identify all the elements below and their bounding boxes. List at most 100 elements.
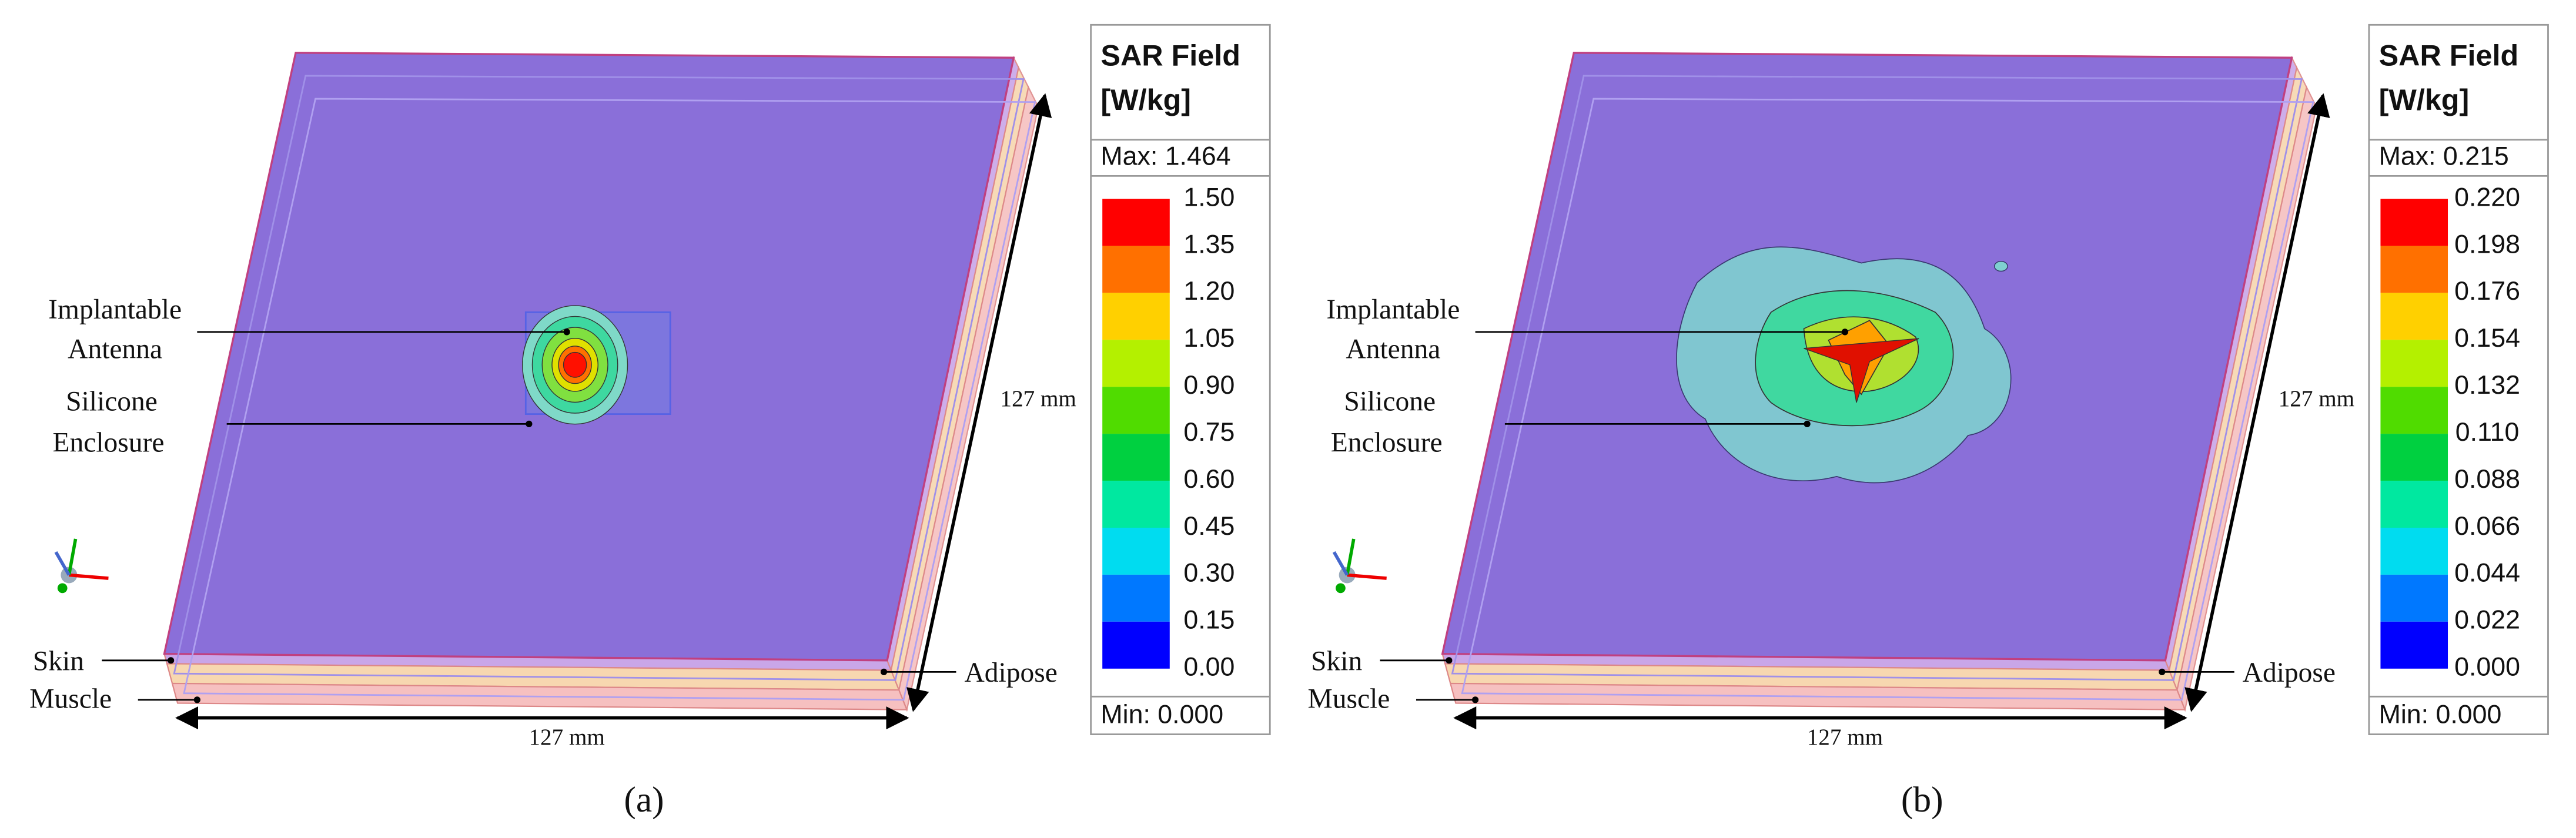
legend-title: [W/kg] — [1100, 83, 1191, 116]
axis-triad — [54, 551, 71, 576]
legend-tick-label: 1.20 — [1183, 277, 1235, 306]
caption: (a) — [624, 780, 664, 820]
legend-tick-label: 0.000 — [2454, 653, 2520, 682]
legend-tick-label: 0.220 — [2454, 183, 2520, 212]
label-antenna: Implantable — [1326, 294, 1460, 325]
color-band — [2380, 246, 2448, 293]
label-depth: 127 mm — [1001, 386, 1076, 411]
legend-tick-label: 0.176 — [2454, 277, 2520, 306]
label-adipose: Adipose — [2243, 658, 2336, 688]
legend-tick-label: 0.132 — [2454, 371, 2520, 400]
label-width: 127 mm — [1807, 725, 1883, 750]
color-band — [2380, 387, 2448, 434]
color-band — [2380, 528, 2448, 575]
label-skin: Skin — [33, 646, 84, 676]
dimension-arrow — [906, 93, 1052, 712]
legend-tick-label: 0.022 — [2454, 606, 2520, 635]
leader-dot — [193, 696, 200, 703]
sar-contour — [563, 351, 587, 378]
legend-min: Min: 0.000 — [1100, 700, 1223, 729]
label-enclosure: Enclosure — [52, 428, 164, 458]
legend-tick-label: 1.35 — [1183, 230, 1235, 259]
leader-dot — [563, 329, 570, 336]
legend-tick-label: 0.154 — [2454, 324, 2520, 353]
legend-tick-label: 1.05 — [1183, 324, 1235, 353]
leader-dot — [1804, 420, 1811, 427]
label-antenna: Antenna — [68, 334, 162, 364]
legend-tick-label: 0.90 — [1183, 371, 1235, 400]
color-band — [1102, 387, 1170, 434]
label-enclosure: Silicone — [66, 387, 158, 417]
color-band — [2380, 340, 2448, 387]
color-band — [1102, 528, 1170, 575]
color-band — [1102, 199, 1170, 246]
axis-triad — [1347, 573, 1387, 580]
leader-dot — [2159, 668, 2166, 675]
color-band — [2380, 481, 2448, 528]
slab-inner-edge — [1461, 98, 2314, 701]
axis-triad — [1332, 551, 1349, 576]
sar-contour — [1993, 261, 2008, 272]
label-muscle: Muscle — [29, 684, 112, 715]
axis-triad — [69, 573, 109, 580]
color-band — [2380, 199, 2448, 246]
legend-tick-label: 1.50 — [1183, 183, 1235, 212]
legend-tick-label: 0.088 — [2454, 465, 2520, 494]
label-adipose: Adipose — [964, 658, 1057, 688]
legend-tick-label: 0.00 — [1183, 653, 1235, 682]
legend-tick-label: 0.30 — [1183, 559, 1235, 588]
caption: (b) — [1901, 780, 1943, 820]
legend-title: SAR Field — [2379, 38, 2519, 72]
leader-dot — [168, 657, 175, 664]
axis-triad — [57, 583, 68, 594]
color-band — [2380, 621, 2448, 669]
label-enclosure: Silicone — [1344, 387, 1436, 417]
label-skin: Skin — [1311, 646, 1362, 676]
legend-tick-label: 0.60 — [1183, 465, 1235, 494]
label-enclosure: Enclosure — [1331, 428, 1443, 458]
label-muscle: Muscle — [1308, 684, 1390, 715]
legend-tick-label: 0.45 — [1183, 512, 1235, 541]
legend-title: SAR Field — [1100, 38, 1240, 72]
color-band — [1102, 340, 1170, 387]
leader-dot — [526, 420, 533, 427]
axis-triad — [1345, 538, 1356, 575]
legend-tick-label: 0.15 — [1183, 606, 1235, 635]
panel: Implantable Antenna Silicone Enclosure Skin M… — [29, 24, 1271, 820]
label-antenna: Implantable — [48, 294, 182, 325]
color-band — [2380, 293, 2448, 340]
legend-tick-label: 0.044 — [2454, 559, 2520, 588]
label-antenna: Antenna — [1346, 334, 1440, 364]
slab-inner-edge — [183, 98, 1036, 701]
legend-tick-label: 0.198 — [2454, 230, 2520, 259]
legend-max: Max: 0.215 — [2379, 142, 2509, 170]
legend-max: Max: 1.464 — [1100, 142, 1230, 170]
leader-dot — [1841, 329, 1848, 336]
legend-tick-label: 0.110 — [2455, 418, 2520, 447]
color-band — [1102, 246, 1170, 293]
axis-triad — [67, 538, 78, 575]
legend-tick-label: 0.066 — [2454, 512, 2520, 541]
color-band — [1102, 434, 1170, 481]
color-band — [2380, 434, 2448, 481]
legend-tick-label: 0.75 — [1183, 418, 1235, 447]
leader-dot — [1472, 696, 1479, 703]
sar-contour — [1804, 338, 1919, 403]
label-depth: 127 mm — [2279, 386, 2354, 411]
slab-inner-edge — [1451, 75, 2303, 681]
color-band — [1102, 621, 1170, 669]
dimension-arrow — [2184, 93, 2330, 712]
panel: Implantable Antenna Silicone Enclosure Skin M… — [1308, 24, 2549, 820]
color-band — [1102, 574, 1170, 622]
legend-title: [W/kg] — [2379, 83, 2470, 116]
leader-dot — [1446, 657, 1453, 664]
color-band — [1102, 293, 1170, 340]
color-band — [2380, 574, 2448, 622]
axis-triad — [1336, 583, 1346, 594]
label-width: 127 mm — [529, 725, 605, 750]
leader-dot — [880, 668, 888, 675]
legend-min: Min: 0.000 — [2379, 700, 2502, 729]
slab-inner-edge — [173, 75, 1025, 681]
